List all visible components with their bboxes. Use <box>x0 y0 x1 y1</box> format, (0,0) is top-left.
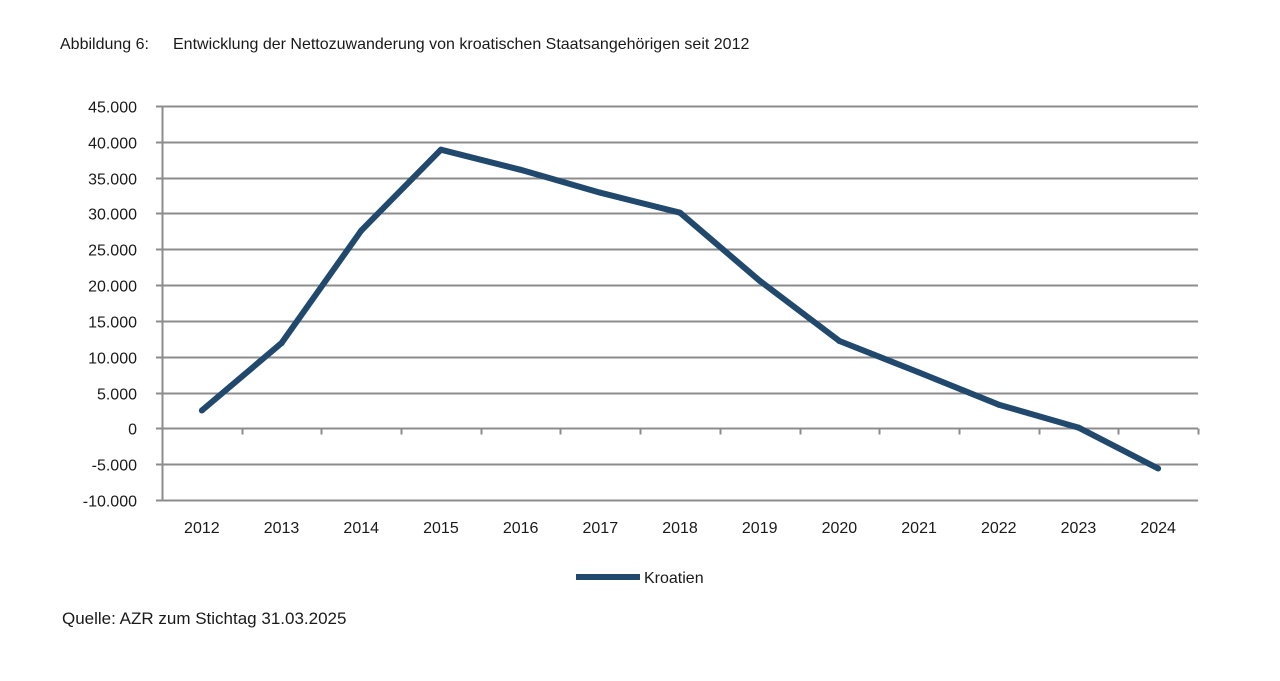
legend-label: Kroatien <box>644 570 704 587</box>
x-tick-label: 2018 <box>662 520 698 537</box>
data-point <box>437 146 444 153</box>
data-point <box>916 369 923 376</box>
y-tick-label: 45.000 <box>88 100 137 117</box>
x-tick-label: 2020 <box>822 520 858 537</box>
x-tick-label: 2012 <box>184 520 220 537</box>
x-tick-label: 2019 <box>742 520 778 537</box>
x-tick-label: 2023 <box>1061 520 1097 537</box>
data-point <box>677 209 683 216</box>
data-point <box>995 401 1002 408</box>
y-tick-label: 25.000 <box>88 243 137 260</box>
figure-label: Abbildung 6: <box>60 36 149 53</box>
x-tick-label: 2024 <box>1140 520 1176 537</box>
data-point <box>278 340 285 347</box>
source-note: Quelle: AZR zum Stichtag 31.03.2025 <box>62 609 347 628</box>
y-tick-labels: 45.000 40.000 35.000 30.000 25.000 20.000 15.0… <box>83 100 137 511</box>
series-line-kroatien <box>199 146 1160 472</box>
data-point <box>597 189 604 196</box>
y-tick-label: -10.000 <box>83 494 137 511</box>
data-point <box>517 166 524 173</box>
y-tick-label: 15.000 <box>88 315 137 332</box>
data-point <box>836 337 843 344</box>
legend: Kroatien <box>576 570 704 587</box>
y-tick-label: 30.000 <box>88 207 137 224</box>
x-tick-label: 2022 <box>981 520 1017 537</box>
data-point <box>198 407 205 414</box>
gridlines <box>162 105 1198 502</box>
figure-title: Entwicklung der Nettozuwanderung von kro… <box>173 36 750 53</box>
series <box>198 146 1162 472</box>
x-tick-label: 2016 <box>503 520 539 537</box>
x-tick-labels: 2012 2013 2014 2015 2016 2017 2018 2019 2020 2021… <box>184 520 1176 537</box>
y-tick-label: 40.000 <box>88 136 137 153</box>
y-tick-label: -5.000 <box>92 458 137 475</box>
x-tick-label: 2014 <box>343 520 379 537</box>
y-tick-label: 0 <box>128 422 137 439</box>
y-tick-label: 35.000 <box>88 172 137 189</box>
x-tick-label: 2015 <box>423 520 459 537</box>
x-tick-label: 2013 <box>264 520 300 537</box>
figure-caption: Abbildung 6: Entwicklung der Nettozuwande… <box>60 36 749 54</box>
y-tick-label: 5.000 <box>97 387 137 404</box>
x-tick-label: 2017 <box>583 520 619 537</box>
data-point <box>756 277 763 284</box>
data-point <box>1075 424 1082 431</box>
data-point <box>358 227 365 234</box>
x-tick-label: 2021 <box>901 520 937 537</box>
y-tick-label: 10.000 <box>88 351 137 368</box>
data-point <box>1155 465 1162 472</box>
y-tick-label: 20.000 <box>88 279 137 296</box>
axes <box>156 105 1200 502</box>
